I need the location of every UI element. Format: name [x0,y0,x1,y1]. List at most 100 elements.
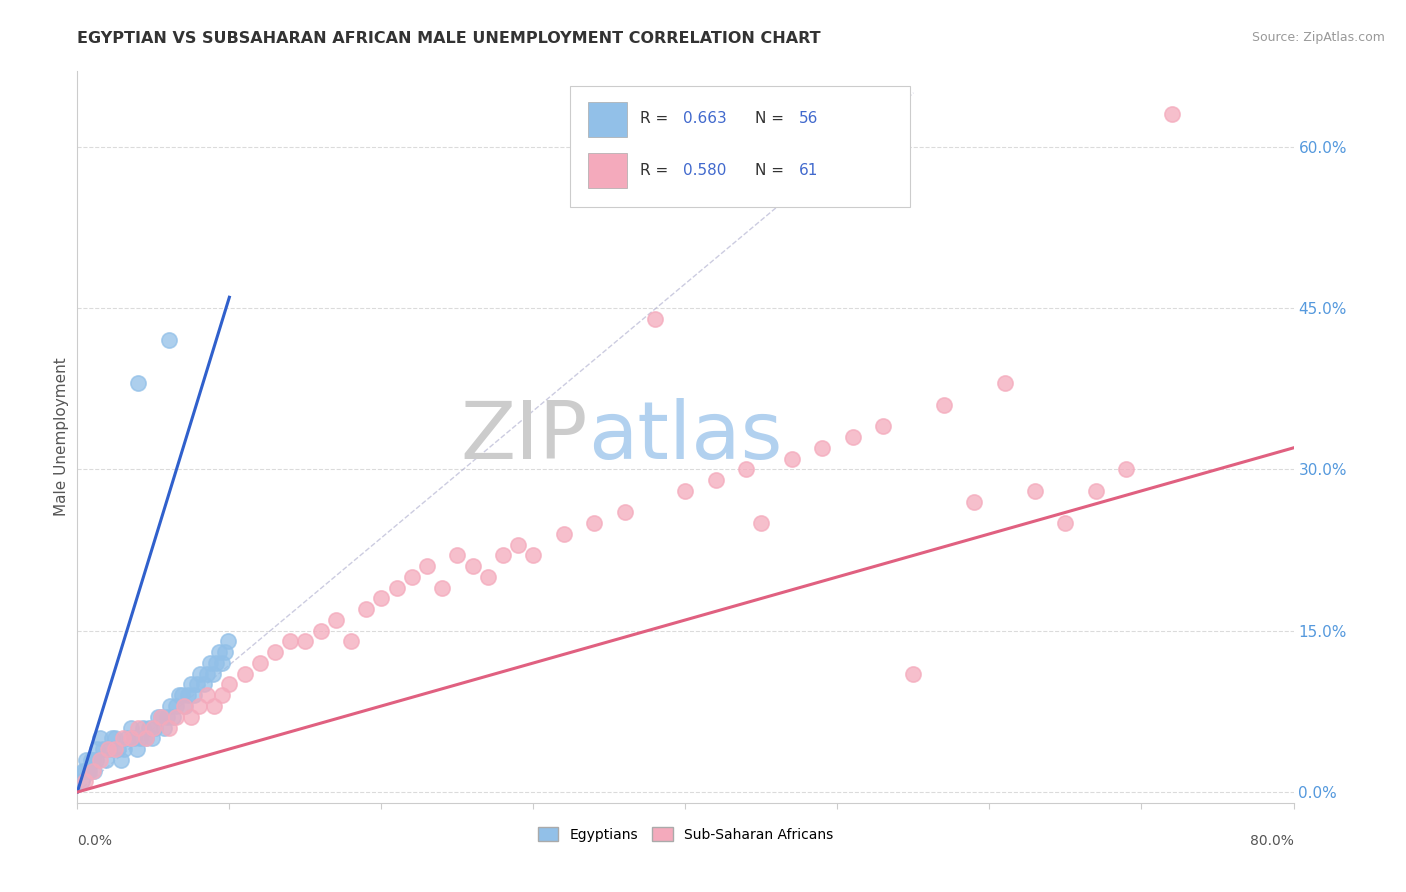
Point [77,764,100,778]
Point [89,731,111,746]
Point [131,721,153,735]
Text: R =: R = [640,112,673,127]
Point [644,311,666,326]
Text: R =: R = [640,162,673,178]
Point [214,645,236,659]
Point [201,666,224,681]
Point [401,570,423,584]
Point [83,764,105,778]
Point [780,451,803,466]
Point [233,666,256,681]
Point [127,376,149,391]
Point [114,742,136,756]
Point [70,774,93,789]
Y-axis label: Male Unemployment: Male Unemployment [53,358,69,516]
Point [141,731,163,746]
Point [97,742,120,756]
Point [120,721,142,735]
Point [446,549,468,563]
Text: EGYPTIAN VS SUBSAHARAN AFRICAN MALE UNEMPLOYMENT CORRELATION CHART: EGYPTIAN VS SUBSAHARAN AFRICAN MALE UNEM… [77,31,821,46]
Point [202,698,225,713]
Legend: Egyptians, Sub-Saharan Africans: Egyptians, Sub-Saharan Africans [531,822,839,847]
Point [204,656,226,670]
Point [75,753,97,767]
Point [156,710,179,724]
Point [309,624,332,638]
Point [127,721,149,735]
Text: ZIP: ZIP [461,398,588,476]
Point [73,764,96,778]
FancyBboxPatch shape [569,86,911,207]
Text: 0.663: 0.663 [683,112,727,127]
FancyBboxPatch shape [588,102,627,137]
Point [1084,483,1107,498]
Point [162,710,184,724]
Point [211,656,233,670]
Point [841,430,863,444]
Point [294,634,316,648]
Point [80,753,103,767]
Point [430,581,453,595]
Point [583,516,606,530]
Point [153,721,176,735]
Text: 0.580: 0.580 [683,162,727,178]
Point [278,634,301,648]
Point [149,710,172,724]
Point [173,698,195,713]
Point [613,505,636,519]
Point [186,677,208,691]
Point [72,764,94,778]
Point [125,742,148,756]
Point [172,688,194,702]
Text: atlas: atlas [588,398,783,476]
Point [79,764,101,778]
Text: 56: 56 [799,112,818,127]
Point [98,742,121,756]
Point [117,731,139,746]
Point [340,634,363,648]
Point [110,753,132,767]
Point [177,688,200,702]
Point [82,764,104,778]
Point [142,721,165,735]
Point [1024,483,1046,498]
Point [157,721,180,735]
Point [1115,462,1137,476]
FancyBboxPatch shape [588,153,627,188]
Point [174,698,197,713]
Point [195,666,218,681]
Text: N =: N = [755,112,789,127]
Point [385,581,408,595]
Point [143,721,166,735]
Point [1161,107,1184,121]
Point [811,441,834,455]
Point [218,677,240,691]
Point [159,698,181,713]
Point [264,645,287,659]
Point [101,731,124,746]
Point [553,527,575,541]
Text: N =: N = [755,162,789,178]
Point [165,698,187,713]
Point [188,698,211,713]
Point [963,494,986,508]
Point [111,731,134,746]
Text: 0.0%: 0.0% [77,833,112,847]
Point [704,473,727,487]
Point [91,742,114,756]
Point [217,634,239,648]
Point [167,688,190,702]
Point [149,710,172,724]
Point [180,710,202,724]
Point [492,549,515,563]
Point [128,731,150,746]
Point [165,710,187,724]
Point [735,462,758,476]
Point [932,398,955,412]
Point [122,731,145,746]
Point [249,656,271,670]
Point [903,666,925,681]
Point [120,731,142,746]
Point [195,688,218,702]
Point [461,559,484,574]
